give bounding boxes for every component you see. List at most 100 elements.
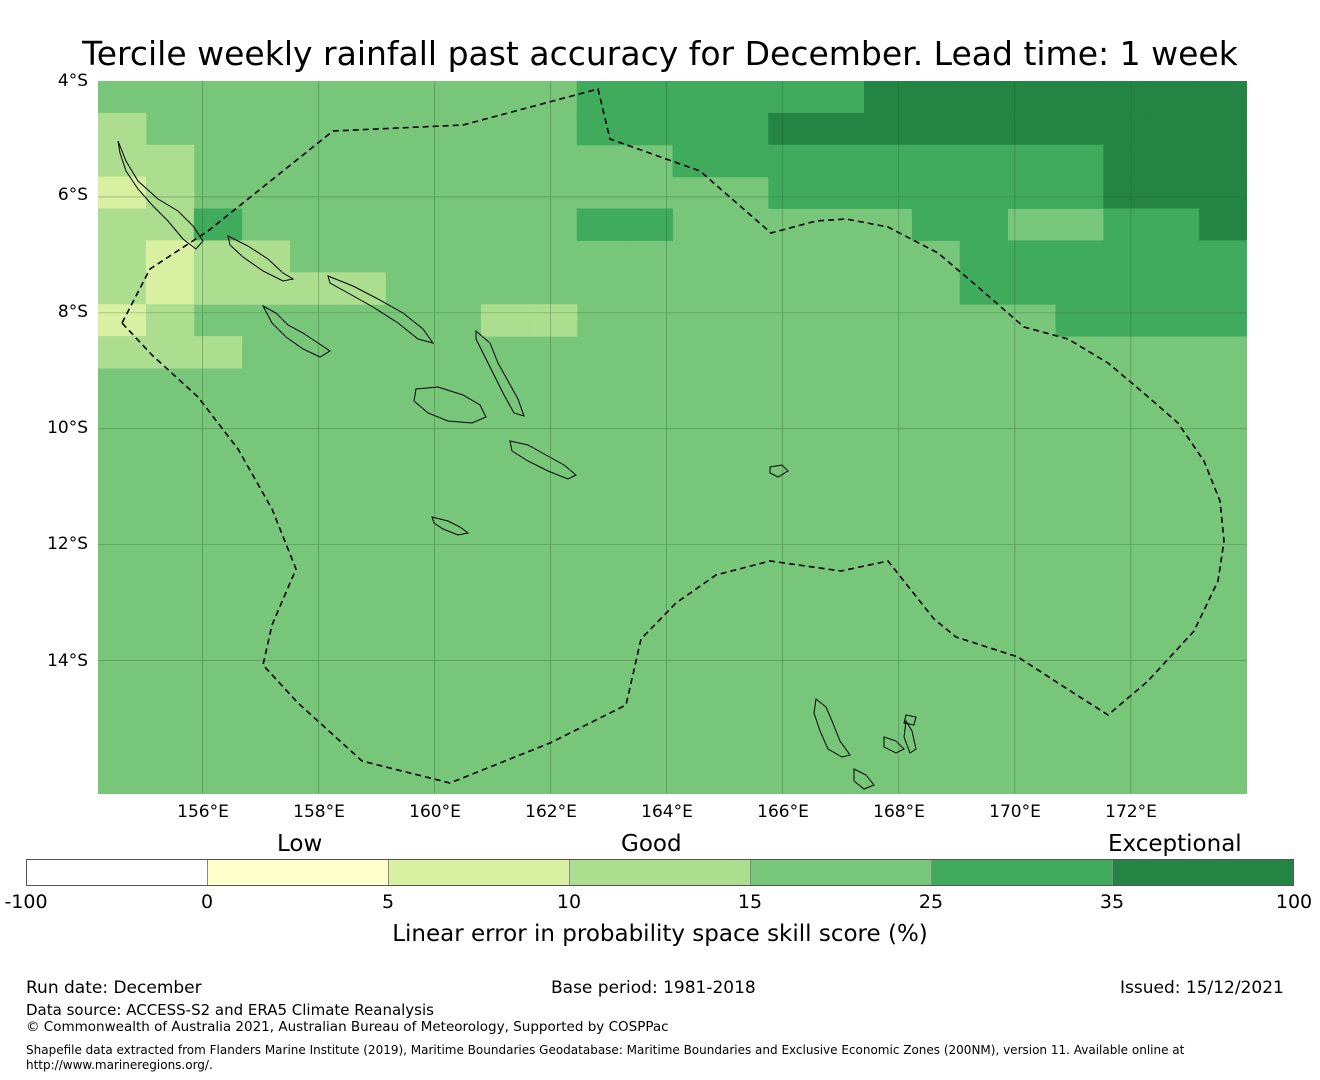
skill-cell: [816, 144, 865, 178]
rennell-coast: [431, 516, 470, 536]
santa-isabel-coast: [327, 275, 435, 344]
skill-cell: [911, 176, 961, 209]
skill-cell: [1199, 272, 1247, 305]
skill-cell: [145, 144, 195, 178]
skill-cell: [1103, 144, 1152, 178]
malaita-coast: [475, 329, 525, 417]
skill-cell: [98, 240, 147, 273]
skill-cell: [145, 336, 195, 369]
lat-label: 6°S: [57, 185, 88, 205]
skill-cell: [1151, 208, 1200, 241]
skill-cell: [911, 208, 961, 241]
skill-cell: [193, 336, 243, 369]
skill-cell: [768, 81, 817, 114]
eez-boundary: [121, 88, 1225, 784]
lat-label: 4°S: [57, 71, 88, 91]
skill-cell: [816, 81, 865, 114]
lat-label: 12°S: [47, 534, 88, 554]
data-source: Data source: ACCESS-S2 and ERA5 Climate …: [26, 1001, 434, 1019]
skill-cell: [1103, 112, 1152, 146]
efate-coast: [853, 768, 875, 790]
colorbar-segment: [569, 860, 750, 885]
bougainville-coast: [117, 140, 204, 250]
skill-cell: [1055, 272, 1104, 305]
lat-label: 10°S: [47, 418, 88, 438]
skill-cell: [624, 208, 673, 241]
legend-category-low: Low: [277, 831, 323, 857]
lon-label: 164°E: [641, 802, 693, 822]
choiseul-coast: [227, 235, 295, 282]
skill-cell: [1199, 112, 1247, 146]
coastlines: [117, 140, 917, 790]
lon-label: 166°E: [757, 802, 809, 822]
skill-cell: [1007, 81, 1056, 114]
ambae-coast: [903, 714, 917, 726]
skill-cell: [1007, 144, 1056, 178]
skill-cell: [1055, 144, 1104, 178]
skill-cell: [1103, 304, 1152, 337]
lat-label: 14°S: [47, 651, 88, 671]
skill-cell: [1151, 272, 1200, 305]
skill-cell: [1151, 144, 1200, 178]
skill-cell: [959, 208, 1009, 241]
skill-cell: [768, 176, 817, 209]
skill-cell: [1103, 272, 1152, 305]
colorbar-tick: 100: [1275, 891, 1313, 913]
skill-grid: [98, 81, 1247, 794]
shapefile-url[interactable]: http://www.marineregions.org/.: [26, 1058, 213, 1072]
skill-cell: [1007, 240, 1056, 273]
skill-cell: [864, 112, 913, 146]
skill-map[interactable]: [98, 81, 1247, 794]
espiritu-santo-coast: [813, 698, 851, 758]
skill-cell: [672, 81, 721, 114]
skill-cell: [481, 304, 530, 337]
skill-cell: [289, 272, 338, 305]
skill-cell: [241, 272, 290, 305]
skill-cell: [98, 112, 147, 146]
skill-cell: [720, 112, 769, 146]
skill-cell: [864, 144, 913, 178]
skill-cell: [959, 144, 1009, 178]
skill-cell: [1199, 208, 1247, 241]
issued-date: Issued: 15/12/2021: [1120, 978, 1284, 998]
skill-cell: [672, 144, 721, 178]
skill-cell: [576, 81, 626, 114]
colorbar-segment: [27, 860, 207, 885]
map-panel[interactable]: [98, 81, 1247, 794]
makira-coast: [509, 440, 577, 480]
skill-cell: [1055, 112, 1104, 146]
skill-cell: [193, 272, 243, 305]
skill-cell: [98, 304, 147, 337]
colorbar-segment: [207, 860, 388, 885]
map-title: Tercile weekly rainfall past accuracy fo…: [82, 34, 1238, 73]
skill-cell: [1007, 272, 1056, 305]
guadalcanal-coast: [413, 386, 487, 424]
skill-cell: [864, 81, 913, 114]
skill-cell: [98, 272, 147, 305]
skill-cell: [98, 176, 147, 209]
skill-cell: [528, 304, 578, 337]
lat-label: 8°S: [57, 302, 88, 322]
skill-cell: [145, 272, 195, 305]
skill-cell: [864, 176, 913, 209]
shapefile-credit: Shapefile data extracted from Flanders M…: [26, 1043, 1185, 1057]
lon-label: 158°E: [293, 802, 345, 822]
skill-cell: [1151, 112, 1200, 146]
skill-cell: [145, 176, 195, 209]
pentecost-coast: [903, 719, 917, 754]
colorbar-tick: 25: [918, 891, 944, 913]
legend-category-exceptional: Exceptional: [1108, 831, 1242, 857]
lon-label: 168°E: [873, 802, 925, 822]
run-date: Run date: December: [26, 978, 202, 998]
skill-cell: [768, 144, 817, 178]
colorbar-segment: [1112, 860, 1293, 885]
skill-cell: [1007, 176, 1056, 209]
skill-cell: [1151, 176, 1200, 209]
lon-label: 156°E: [177, 802, 229, 822]
graticule: [98, 81, 1247, 794]
lon-label: 170°E: [989, 802, 1041, 822]
skill-cell: [959, 112, 1009, 146]
colorbar-tick: 5: [381, 891, 395, 913]
skill-cell: [193, 240, 243, 273]
colorbar-tick: 10: [556, 891, 582, 913]
